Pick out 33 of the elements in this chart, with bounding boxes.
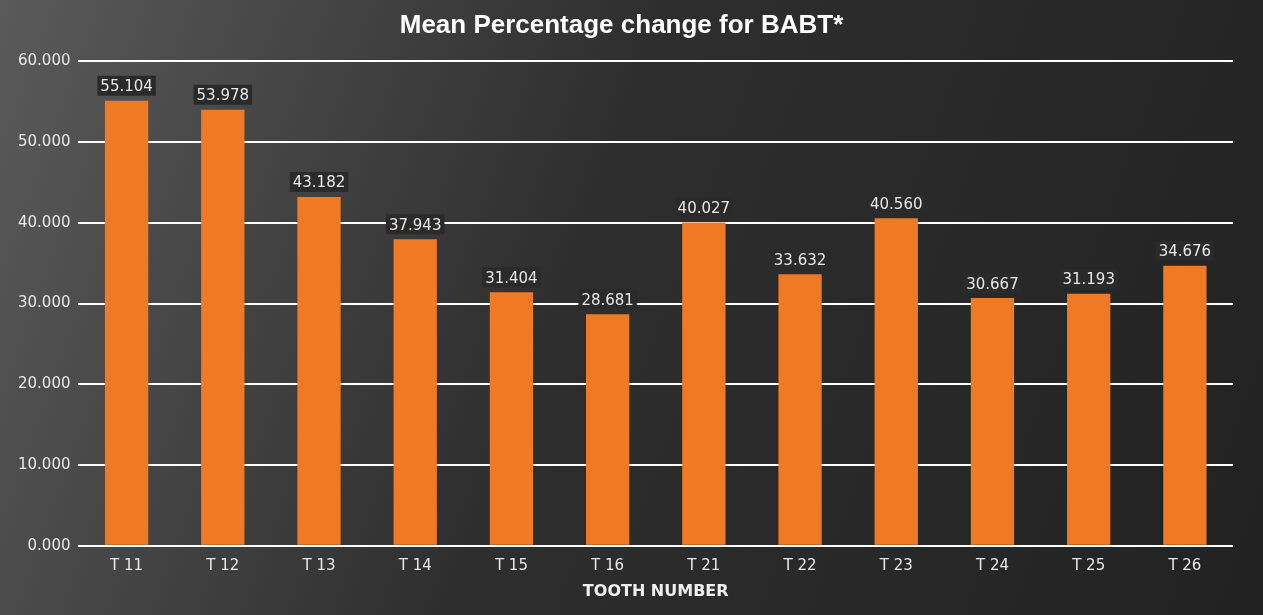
y-tick-label: 40.000 [17, 212, 71, 231]
x-tick-label: T 23 [878, 555, 913, 574]
chart-title: Mean Percentage change for BABT* [399, 8, 845, 39]
data-label: 43.182 [292, 173, 346, 192]
x-tick-label: T 13 [301, 555, 336, 574]
x-tick-label: T 22 [782, 555, 817, 574]
y-tick-label: 0.000 [27, 535, 71, 554]
data-label: 28.681 [581, 290, 634, 309]
data-label: 33.632 [773, 250, 827, 269]
data-label: 34.676 [1158, 242, 1212, 261]
y-tick-label: 20.000 [17, 374, 71, 393]
data-label: 37.943 [388, 215, 442, 234]
data-label: 40.027 [677, 198, 731, 217]
x-tick-label: T 21 [686, 555, 721, 574]
y-tick-label: 10.000 [17, 454, 71, 473]
data-label: 53.978 [196, 86, 250, 105]
x-tick-label: T 16 [590, 555, 625, 574]
x-tick-label: T 11 [109, 555, 144, 574]
data-label: 31.193 [1062, 270, 1115, 289]
data-label: 40.560 [870, 194, 923, 213]
x-tick-label: T 14 [397, 555, 432, 574]
data-label: 55.104 [100, 77, 153, 96]
y-tick-label: 60.000 [17, 51, 71, 70]
y-tick-label: 50.000 [17, 131, 71, 150]
data-label: 31.404 [485, 268, 538, 287]
x-tick-label: T 12 [205, 555, 240, 574]
x-tick-label: T 26 [1167, 555, 1202, 574]
x-axis-title: TOOTH NUMBER [582, 580, 729, 600]
x-tick-label: T 15 [493, 555, 528, 574]
y-tick-label: 30.000 [17, 293, 71, 312]
x-tick-label: T 24 [974, 555, 1009, 574]
x-tick-label: T 25 [1071, 555, 1106, 574]
data-label: 30.667 [966, 274, 1019, 293]
